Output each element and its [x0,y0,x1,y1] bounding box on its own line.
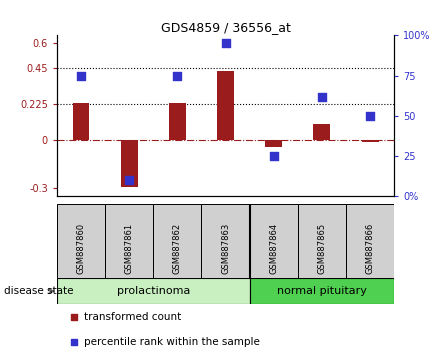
Bar [362,140,378,142]
Text: prolactinoma: prolactinoma [117,286,190,296]
Point [126,177,133,183]
Point [70,314,77,320]
Text: GSM887866: GSM887866 [366,223,374,274]
Bar [121,140,138,187]
Bar [169,103,186,140]
Title: GDS4859 / 36556_at: GDS4859 / 36556_at [161,21,290,34]
Text: disease state: disease state [4,286,74,296]
Bar [57,204,105,278]
Text: GSM887865: GSM887865 [318,223,326,274]
Point [222,41,229,46]
Bar [250,278,394,304]
Text: GSM887860: GSM887860 [77,223,85,274]
Text: GSM887863: GSM887863 [221,223,230,274]
Bar [314,124,330,140]
Point [318,94,325,99]
Text: GSM887861: GSM887861 [125,223,134,274]
Text: normal pituitary: normal pituitary [277,286,367,296]
Bar [217,71,234,140]
Bar [73,103,89,140]
Bar [250,204,298,278]
Bar [201,204,250,278]
Bar [105,204,153,278]
Point [70,339,77,344]
Bar [298,204,346,278]
Text: transformed count: transformed count [84,312,181,322]
Text: GSM887864: GSM887864 [269,223,278,274]
Point [367,113,374,119]
Bar [57,278,250,304]
Point [270,153,277,159]
Bar [153,204,201,278]
Point [78,73,85,79]
Bar [265,140,282,147]
Point [174,73,181,79]
Text: GSM887862: GSM887862 [173,223,182,274]
Bar [346,204,394,278]
Text: percentile rank within the sample: percentile rank within the sample [84,337,260,347]
